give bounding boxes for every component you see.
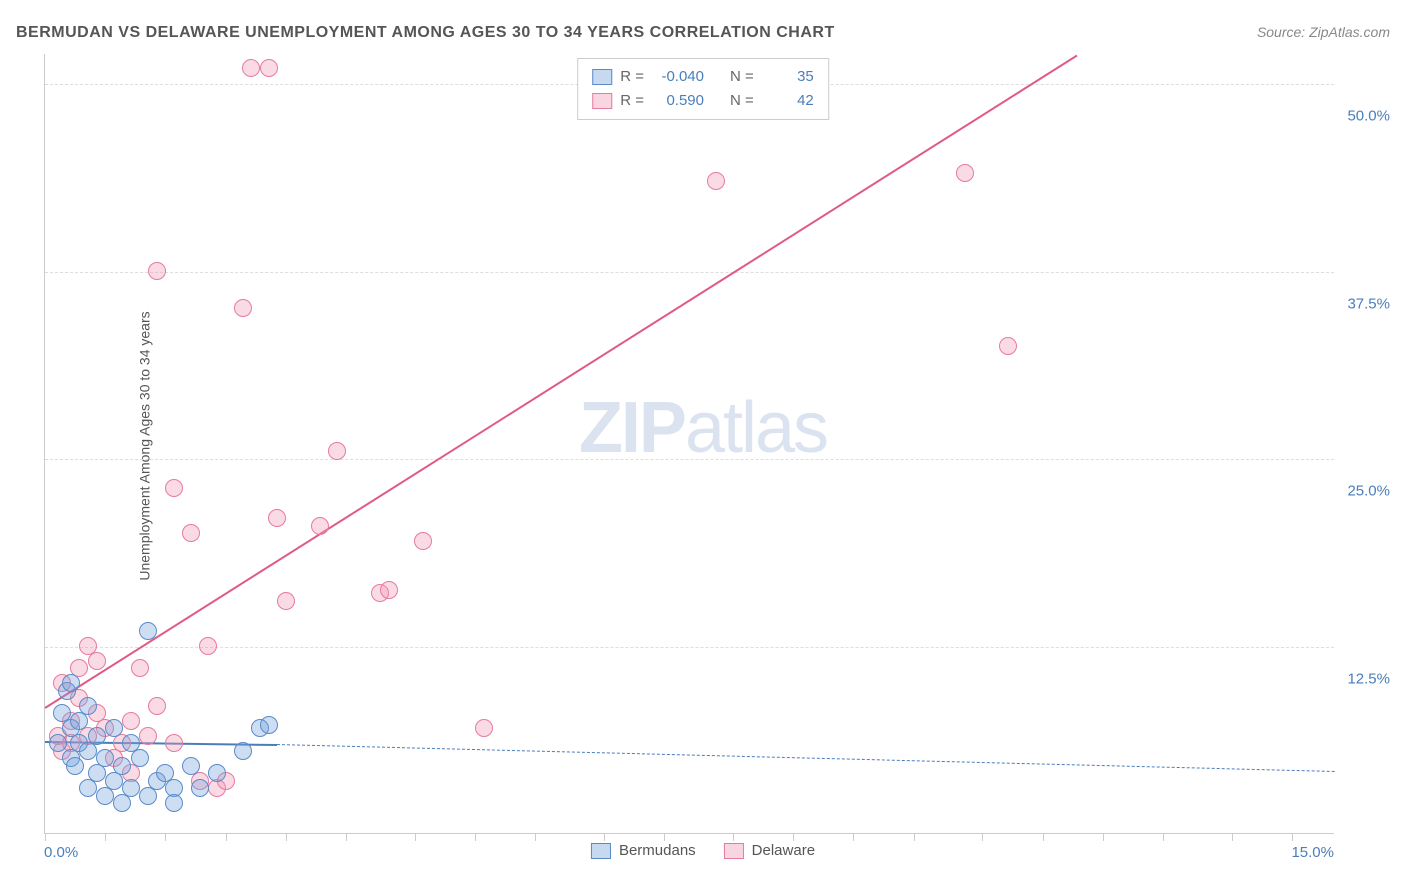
scatter-point xyxy=(122,712,140,730)
r-value: 0.590 xyxy=(652,89,704,113)
x-tick xyxy=(415,833,416,841)
scatter-point xyxy=(182,757,200,775)
correlation-legend: R = -0.040 N = 35 R = 0.590 N = 42 xyxy=(577,58,829,120)
x-tick xyxy=(475,833,476,841)
y-tick-label: 37.5% xyxy=(1347,295,1390,312)
series-legend-item: Delaware xyxy=(724,842,815,859)
scatter-point xyxy=(199,637,217,655)
scatter-point xyxy=(131,659,149,677)
scatter-point xyxy=(148,262,166,280)
scatter-point xyxy=(234,299,252,317)
x-tick xyxy=(982,833,983,841)
legend-swatch-blue xyxy=(592,69,612,85)
chart-plot-area xyxy=(44,54,1334,834)
n-label: N = xyxy=(730,89,754,113)
legend-swatch-pink xyxy=(724,843,744,859)
series-legend-item: Bermudans xyxy=(591,842,696,859)
x-axis-max-label: 15.0% xyxy=(1291,844,1334,861)
scatter-point xyxy=(139,727,157,745)
grid-line xyxy=(45,647,1334,648)
scatter-point xyxy=(122,779,140,797)
scatter-point xyxy=(208,764,226,782)
x-tick xyxy=(1232,833,1233,841)
scatter-point xyxy=(88,652,106,670)
scatter-point xyxy=(88,727,106,745)
scatter-point xyxy=(999,337,1017,355)
legend-swatch-blue xyxy=(591,843,611,859)
scatter-point xyxy=(414,532,432,550)
scatter-point xyxy=(105,719,123,737)
scatter-point xyxy=(328,442,346,460)
y-tick-label: 25.0% xyxy=(1347,483,1390,500)
x-tick xyxy=(1043,833,1044,841)
legend-swatch-pink xyxy=(592,93,612,109)
x-tick xyxy=(914,833,915,841)
scatter-point xyxy=(260,716,278,734)
x-tick xyxy=(793,833,794,841)
scatter-point xyxy=(165,734,183,752)
scatter-point xyxy=(165,479,183,497)
grid-line xyxy=(45,459,1334,460)
scatter-point xyxy=(268,509,286,527)
x-tick xyxy=(1163,833,1164,841)
x-tick xyxy=(1103,833,1104,841)
regression-line xyxy=(44,54,1077,708)
scatter-point xyxy=(380,581,398,599)
x-tick xyxy=(286,833,287,841)
grid-line xyxy=(45,272,1334,273)
scatter-point xyxy=(277,592,295,610)
scatter-point xyxy=(49,734,67,752)
scatter-point xyxy=(62,674,80,692)
scatter-point xyxy=(66,757,84,775)
scatter-point xyxy=(242,59,260,77)
n-value: 42 xyxy=(762,89,814,113)
n-value: 35 xyxy=(762,65,814,89)
x-tick xyxy=(604,833,605,841)
scatter-point xyxy=(148,697,166,715)
r-label: R = xyxy=(620,65,644,89)
x-tick xyxy=(853,833,854,841)
series-label: Delaware xyxy=(752,842,815,859)
x-tick xyxy=(733,833,734,841)
series-legend: Bermudans Delaware xyxy=(591,842,815,859)
scatter-point xyxy=(182,524,200,542)
scatter-point xyxy=(79,697,97,715)
chart-source: Source: ZipAtlas.com xyxy=(1257,24,1390,40)
r-label: R = xyxy=(620,89,644,113)
scatter-point xyxy=(234,742,252,760)
scatter-point xyxy=(956,164,974,182)
regression-line xyxy=(277,744,1335,772)
x-tick xyxy=(45,833,46,841)
x-tick xyxy=(226,833,227,841)
n-label: N = xyxy=(730,65,754,89)
x-tick xyxy=(346,833,347,841)
scatter-point xyxy=(707,172,725,190)
x-tick xyxy=(165,833,166,841)
x-axis-min-label: 0.0% xyxy=(44,844,78,861)
scatter-point xyxy=(113,757,131,775)
series-label: Bermudans xyxy=(619,842,696,859)
scatter-point xyxy=(139,622,157,640)
x-tick xyxy=(535,833,536,841)
chart-title: BERMUDAN VS DELAWARE UNEMPLOYMENT AMONG … xyxy=(16,24,835,42)
y-tick-label: 12.5% xyxy=(1347,670,1390,687)
scatter-point xyxy=(96,749,114,767)
x-tick xyxy=(1292,833,1293,841)
scatter-point xyxy=(311,517,329,535)
x-tick xyxy=(105,833,106,841)
scatter-point xyxy=(131,749,149,767)
correlation-legend-row: R = 0.590 N = 42 xyxy=(592,89,814,113)
x-tick xyxy=(664,833,665,841)
r-value: -0.040 xyxy=(652,65,704,89)
correlation-legend-row: R = -0.040 N = 35 xyxy=(592,65,814,89)
scatter-point xyxy=(191,779,209,797)
scatter-point xyxy=(260,59,278,77)
scatter-point xyxy=(475,719,493,737)
scatter-point xyxy=(165,794,183,812)
y-tick-label: 50.0% xyxy=(1347,108,1390,125)
